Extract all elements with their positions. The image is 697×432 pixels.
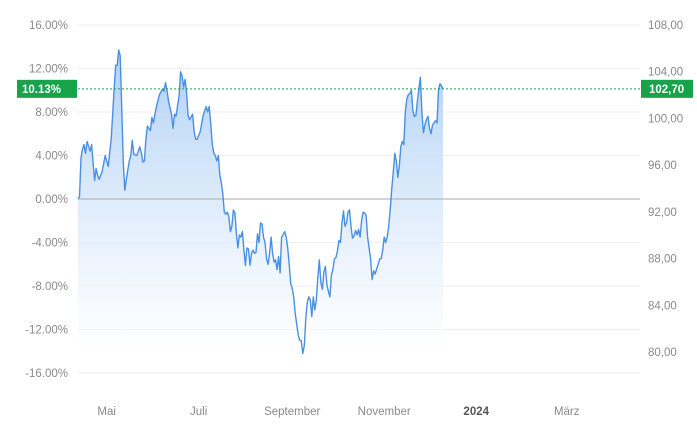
right-tick-label: 96,00 xyxy=(648,160,677,172)
right-axis: 108,00 104,00 100,00 96,00 92,00 88,00 84,00 80… xyxy=(648,20,683,359)
x-tick-label: März xyxy=(554,406,580,418)
right-tick-label: 92,00 xyxy=(648,207,677,219)
left-value-badge: 10.13% xyxy=(17,79,77,98)
right-badge-background xyxy=(641,79,693,98)
right-value-badge: 102,70 xyxy=(641,79,693,98)
left-tick-label: -8.00% xyxy=(32,281,68,293)
series-area xyxy=(78,50,443,354)
series-line xyxy=(77,49,444,355)
x-tick-label: Juli xyxy=(190,406,207,418)
right-tick-label: 100,00 xyxy=(648,113,683,125)
x-axis: Mai Juli September November 2024 März xyxy=(97,406,579,418)
left-tick-label: -12.00% xyxy=(25,325,68,337)
right-badge-text: 102,70 xyxy=(649,84,684,96)
x-tick-label: 2024 xyxy=(463,406,489,418)
left-tick-label: 8.00% xyxy=(35,107,68,119)
left-tick-label: 12.00% xyxy=(29,64,68,76)
x-tick-label: September xyxy=(264,406,320,418)
left-tick-label: -16.00% xyxy=(25,368,68,380)
left-badge-text: 10.13% xyxy=(22,84,61,96)
left-tick-label: 16.00% xyxy=(29,20,68,32)
right-tick-label: 104,00 xyxy=(648,67,683,79)
left-tick-label: -4.00% xyxy=(32,238,68,250)
left-badge-background xyxy=(17,79,77,98)
left-tick-label: 4.00% xyxy=(35,151,68,163)
right-tick-label: 88,00 xyxy=(648,254,677,266)
x-tick-label: Mai xyxy=(97,406,116,418)
left-axis: 16.00% 12.00% 8.00% 4.00% 0.00% -4.00% -8.00% -… xyxy=(25,20,68,380)
right-tick-label: 80,00 xyxy=(648,347,677,359)
right-tick-label: 84,00 xyxy=(648,300,677,312)
left-tick-label: 0.00% xyxy=(35,194,68,206)
right-tick-label: 108,00 xyxy=(648,20,683,32)
x-tick-label: November xyxy=(358,406,411,418)
